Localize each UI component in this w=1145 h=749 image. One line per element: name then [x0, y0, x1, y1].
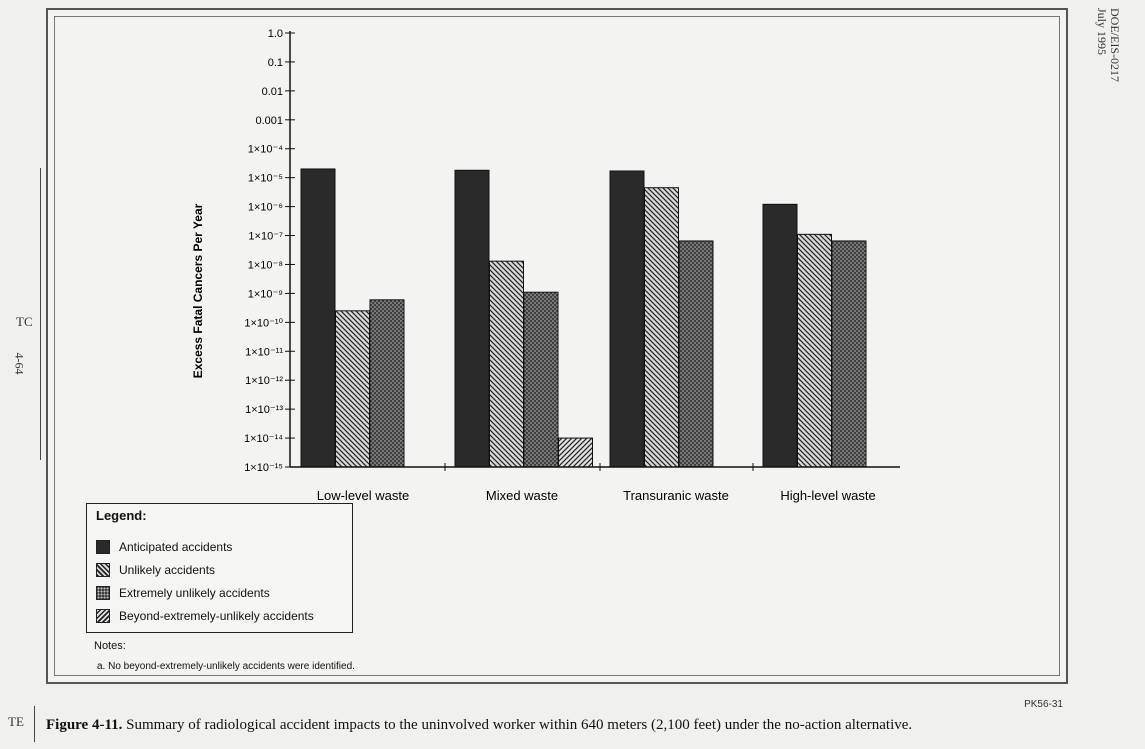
x-tick-label: Low-level waste [317, 488, 410, 503]
y-tick-label: 0.01 [262, 86, 283, 98]
bar-extremely-unlikely [369, 299, 405, 468]
y-tick-label: 1×10⁻¹⁰ [244, 317, 283, 329]
bar-anticipated [454, 169, 490, 468]
y-tick-label: 0.001 [255, 115, 283, 127]
note-a: a. No beyond-extremely-unlikely accident… [97, 661, 355, 672]
y-tick-label: 1×10⁻⁷ [248, 231, 283, 243]
y-tick-label: 1×10⁻¹² [245, 375, 283, 387]
figure-caption-text: Summary of radiological accident impacts… [122, 717, 913, 733]
y-axis-title: Excess Fatal Cancers Per Year [191, 203, 205, 378]
figure-frame-inner [54, 16, 1060, 676]
te-margin-label: TE [8, 714, 24, 729]
bar-extremely-unlikely [831, 240, 867, 468]
x-tick-label: Transuranic waste [623, 488, 729, 503]
change-bar [40, 168, 41, 460]
legend: Legend: Anticipated accidents Unlikely a… [86, 503, 353, 633]
bar-unlikely [797, 233, 832, 468]
bar-anticipated [300, 168, 336, 468]
bar-extremely-unlikely [523, 291, 559, 468]
bar-unlikely [644, 187, 679, 468]
legend-title: Legend: [96, 508, 147, 523]
bar-unlikely [489, 260, 524, 468]
figure-label: Figure 4-11. [46, 717, 123, 733]
y-tick-label: 1×10⁻¹⁴ [244, 433, 283, 445]
bar-unlikely [335, 310, 370, 468]
legend-swatch-unlikely [96, 563, 110, 577]
chart: 1.0 0.1 0.01 0.001 1×10⁻⁴ 1×10⁻⁵ 1×10⁻⁶ 1×10⁻⁷ 1… [191, 28, 900, 503]
legend-item-anticipated: Anticipated accidents [96, 539, 232, 555]
legend-swatch-extremely-unlikely [96, 586, 110, 600]
x-tick-label: Mixed waste [486, 488, 558, 503]
y-tick-label: 1×10⁻¹⁵ [244, 462, 283, 474]
te-change-bar [34, 706, 35, 742]
bar-extremely-unlikely [678, 240, 714, 468]
y-axis: 1.0 0.1 0.01 0.001 1×10⁻⁴ 1×10⁻⁵ 1×10⁻⁶ 1×10⁻⁷ 1… [244, 28, 295, 474]
legend-label: Unlikely accidents [119, 563, 216, 577]
y-tick-label: 1×10⁻⁸ [248, 259, 283, 271]
y-tick-label: 1×10⁻⁵ [248, 173, 283, 185]
legend-label: Anticipated accidents [119, 540, 233, 554]
legend-item-beyond: Beyond-extremely-unlikely accidents [96, 608, 314, 624]
y-tick-label: 1×10⁻¹¹ [245, 346, 283, 358]
y-tick-label: 1×10⁻⁴ [248, 144, 284, 156]
y-tick-label: 1×10⁻¹³ [245, 404, 283, 416]
bar-anticipated [609, 170, 645, 468]
bar-anticipated [762, 203, 798, 468]
x-axis: Low-level waste Mixed waste Transuranic wa… [290, 463, 900, 503]
legend-label: Beyond-extremely-unlikely accidents [119, 609, 314, 623]
y-tick-label: 1×10⁻⁹ [248, 288, 283, 300]
y-tick-label: 1.0 [268, 28, 283, 40]
legend-swatch-anticipated [96, 540, 110, 554]
legend-item-extremely-unlikely: Extremely unlikely accidents [96, 585, 270, 601]
legend-label: Extremely unlikely accidents [119, 586, 270, 600]
legend-item-unlikely: Unlikely accidents [96, 562, 215, 578]
y-tick-label: 0.1 [268, 57, 283, 69]
tc-margin-label: TC [16, 314, 33, 329]
y-tick-label: 1×10⁻⁶ [248, 202, 283, 214]
x-tick-label: High-level waste [780, 488, 875, 503]
bar-beyond-extremely-unlikely [558, 437, 593, 468]
notes-heading: Notes: [94, 640, 126, 652]
figure-caption: Figure 4-11. Summary of radiological acc… [46, 717, 1106, 734]
bars [300, 168, 867, 468]
figure-code: PK56-31 [1024, 699, 1063, 710]
legend-swatch-beyond [96, 609, 110, 623]
